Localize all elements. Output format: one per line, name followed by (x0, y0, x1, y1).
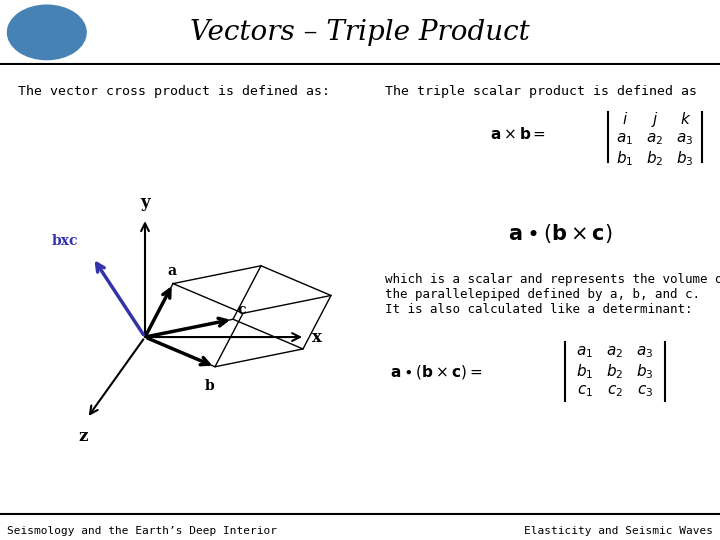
Text: $\mathbf{a} \bullet (\mathbf{b} \times \mathbf{c})$: $\mathbf{a} \bullet (\mathbf{b} \times \… (508, 221, 613, 245)
Text: $\mathbf{a} \times \mathbf{b} =$: $\mathbf{a} \times \mathbf{b} =$ (490, 126, 546, 142)
Text: $a_1$: $a_1$ (616, 131, 634, 147)
Text: $a_2$: $a_2$ (647, 131, 664, 147)
Text: j: j (653, 112, 657, 127)
Text: $b_3$: $b_3$ (636, 362, 654, 381)
Text: y: y (140, 194, 150, 211)
Text: Vectors – Triple Product: Vectors – Triple Product (190, 19, 530, 46)
Text: $b_1$: $b_1$ (576, 362, 594, 381)
Text: $a_2$: $a_2$ (606, 344, 624, 360)
Text: The triple scalar product is defined as: The triple scalar product is defined as (385, 85, 697, 98)
Text: $\mathbf{a} \bullet (\mathbf{b} \times \mathbf{c}) =$: $\mathbf{a} \bullet (\mathbf{b} \times \… (390, 363, 482, 381)
Circle shape (7, 5, 86, 59)
Text: bxc: bxc (52, 234, 78, 248)
Text: Elasticity and Seismic Waves: Elasticity and Seismic Waves (523, 526, 713, 536)
Text: $a_3$: $a_3$ (636, 344, 654, 360)
Text: x: x (312, 328, 322, 346)
Text: Seismology and the Earth’s Deep Interior: Seismology and the Earth’s Deep Interior (7, 526, 277, 536)
Text: z: z (78, 428, 88, 445)
Text: $c_3$: $c_3$ (637, 383, 653, 400)
Text: $a_1$: $a_1$ (577, 344, 593, 360)
Text: $b_1$: $b_1$ (616, 150, 634, 168)
Text: which is a scalar and represents the volume of
the parallelepiped defined by a, : which is a scalar and represents the vol… (385, 273, 720, 316)
Text: $a_3$: $a_3$ (676, 131, 693, 147)
Text: b: b (205, 379, 215, 393)
Text: a: a (167, 264, 176, 278)
Text: $c_1$: $c_1$ (577, 383, 593, 400)
Text: $b_2$: $b_2$ (647, 150, 664, 168)
Text: c: c (237, 303, 246, 317)
Text: i: i (623, 112, 627, 127)
Text: $b_3$: $b_3$ (676, 150, 694, 168)
Text: $c_2$: $c_2$ (607, 383, 623, 400)
Text: k: k (680, 112, 690, 127)
Text: The vector cross product is defined as:: The vector cross product is defined as: (18, 85, 330, 98)
Text: $b_2$: $b_2$ (606, 362, 624, 381)
